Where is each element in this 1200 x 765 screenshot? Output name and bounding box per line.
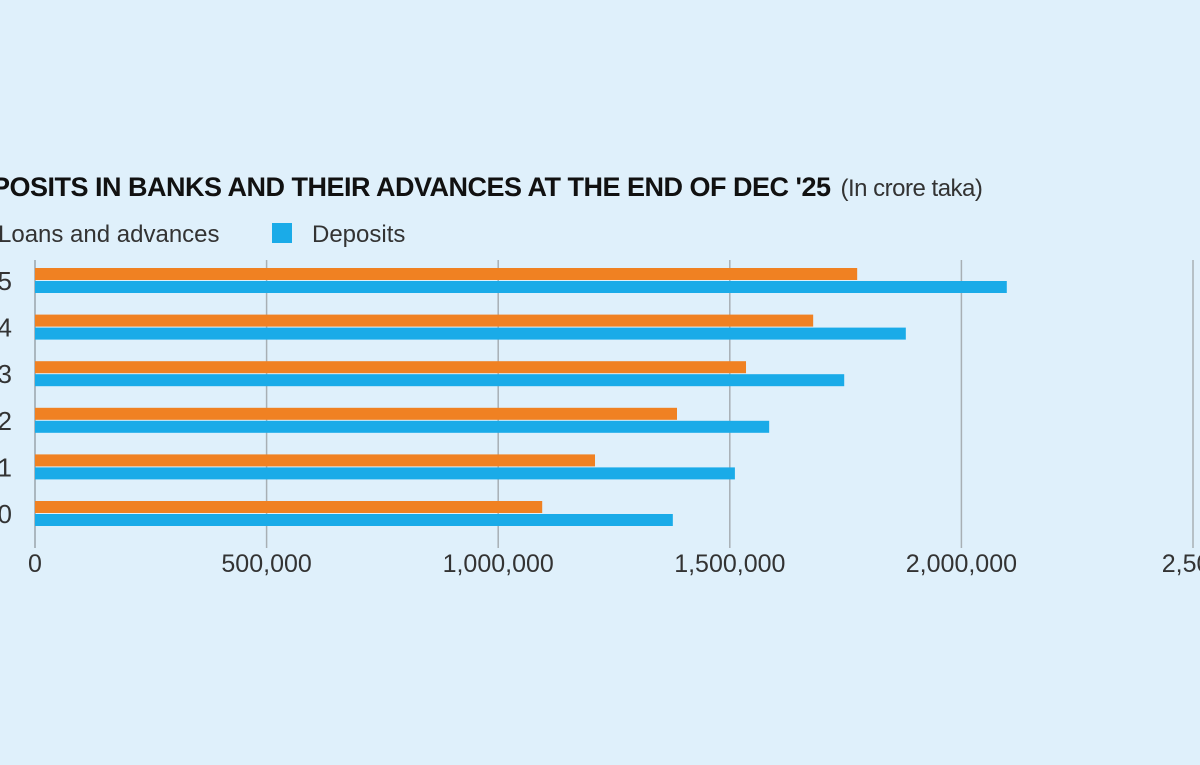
bar-deposits — [35, 467, 735, 480]
x-tick-label: 500,000 — [221, 550, 311, 578]
y-category-label: 4 — [0, 313, 12, 343]
chart-subtitle: (In crore taka) — [841, 175, 983, 202]
bar-loans — [35, 454, 596, 467]
y-category-label: 5 — [0, 266, 12, 296]
bar-deposits — [35, 420, 770, 433]
bar-loans — [35, 314, 814, 327]
x-tick-label: 1,500,000 — [674, 550, 785, 578]
x-tick-label: 2,500 — [1162, 550, 1200, 578]
x-tick-label: 0 — [28, 550, 42, 578]
bar-loans — [35, 407, 677, 420]
bar-deposits — [35, 281, 1007, 293]
y-category-label: 3 — [0, 359, 12, 389]
y-category-label: 2 — [0, 406, 12, 436]
bar-loans — [35, 361, 747, 374]
bar-deposits — [35, 374, 845, 387]
y-category-label: 1 — [0, 452, 12, 482]
x-tick-label: 2,000,000 — [906, 550, 1017, 578]
bar-loans — [35, 501, 543, 513]
legend-swatch-deposits — [272, 223, 292, 243]
x-tick-label: 1,000,000 — [443, 550, 554, 578]
bar-loans — [35, 268, 858, 280]
bar-deposits — [35, 327, 906, 340]
legend-label-loans: Loans and advances — [0, 221, 220, 248]
legend-label-deposits: Deposits — [312, 221, 405, 248]
y-category-label: 0 — [0, 499, 12, 529]
chart-title: POSITS IN BANKS AND THEIR ADVANCES AT TH… — [0, 172, 982, 202]
bar-deposits — [35, 514, 673, 526]
